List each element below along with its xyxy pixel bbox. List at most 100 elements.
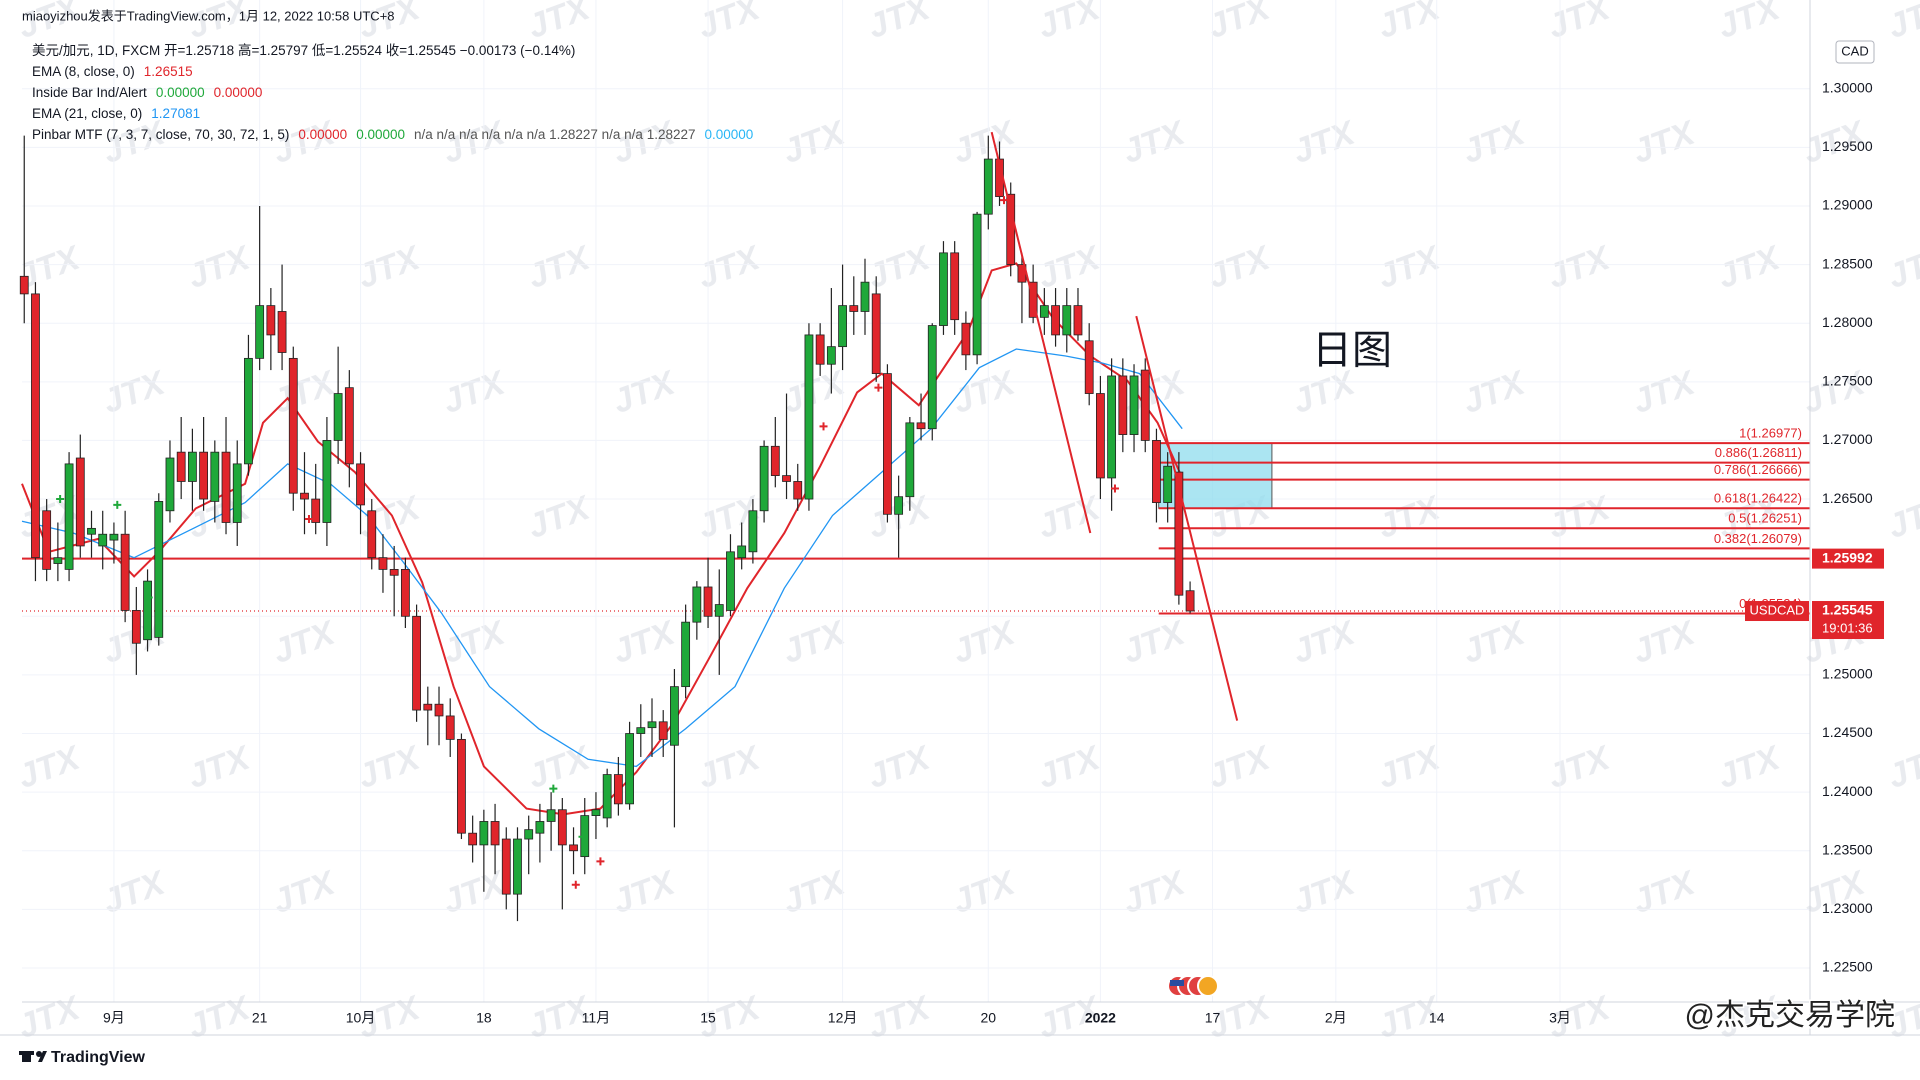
candle-body (591, 809, 601, 816)
legend-item: EMA (21, close, 0) (32, 106, 142, 121)
candle-body (726, 551, 735, 611)
y-tick-label: 1.29500 (1822, 138, 1873, 154)
fib-label: 1(1.26977) (1739, 426, 1802, 441)
candle-body (905, 422, 915, 498)
candle-body (1140, 369, 1150, 441)
candle-body (883, 373, 892, 515)
candle-body (569, 844, 578, 852)
header: miaoyizhou发表于TradingView.com，1月 12, 2022… (22, 8, 395, 23)
x-tick-label: 20 (981, 1010, 997, 1026)
hline-tag (1812, 548, 1884, 569)
candle-body (770, 445, 780, 477)
legend-item: EMA (8, close, 0) (32, 64, 135, 79)
x-tick-label: 15 (700, 1010, 716, 1026)
legend: 美元/加元, 1D, FXCM 开=1.25718 高=1.25797 低=1.… (32, 42, 753, 142)
symbol-tag (1745, 601, 1809, 622)
candle-body (176, 451, 186, 482)
x-tick-label: 3月 (1549, 1010, 1571, 1026)
x-tick-label: 14 (1429, 1010, 1445, 1026)
legend-item: n/a n/a n/a n/a n/a n/a 1.28227 n/a n/a … (414, 127, 696, 142)
countdown: 19:01:36 (1822, 620, 1873, 635)
signal-marker (56, 495, 65, 504)
fib-label: 0.618(1.26422) (1714, 491, 1802, 506)
candle-body (266, 305, 276, 336)
candle-body (165, 457, 175, 512)
candle-body (670, 686, 679, 746)
y-tick-label: 1.23500 (1822, 841, 1873, 857)
currency: CAD (1841, 43, 1868, 58)
candle-body (546, 809, 556, 822)
candle-body (950, 252, 960, 321)
candle-body (300, 492, 309, 500)
legend-item: 0.00000 (705, 127, 754, 142)
candle-body (804, 334, 814, 500)
signal-marker (999, 196, 1008, 205)
legend-item: 0.00000 (156, 85, 205, 100)
candle-body (87, 527, 96, 535)
candle-body (625, 733, 634, 805)
x-tick-label: 11月 (582, 1010, 611, 1026)
candle-body (490, 821, 500, 846)
x-tick-label: 18 (476, 1010, 492, 1026)
candle-body (322, 440, 332, 523)
candle-body (53, 557, 63, 564)
candle-body (737, 545, 747, 559)
candle-body (1107, 375, 1117, 479)
fib-label: 0.886(1.26811) (1715, 445, 1802, 460)
candle-body (378, 557, 388, 570)
candle-body (636, 727, 646, 734)
candle-body (513, 838, 522, 895)
legend-item: 1.27081 (151, 106, 200, 121)
candle-body (524, 829, 534, 840)
candle-body (199, 451, 209, 500)
candle-body (468, 832, 478, 846)
candle-body (42, 510, 52, 570)
candle-body (423, 703, 433, 711)
candle-body (748, 510, 758, 553)
candle-body (1073, 305, 1083, 336)
candle-body (961, 322, 971, 356)
candle-body (557, 809, 567, 846)
fib-label: 0.382(1.26079) (1714, 531, 1802, 546)
fib-label: 0.786(1.26666) (1714, 462, 1802, 477)
candle-body (333, 393, 343, 441)
candle-body (154, 500, 164, 638)
x-tick-label: 9月 (103, 1010, 125, 1026)
legend-item: 1.26515 (144, 64, 193, 79)
axes: 1.30000 1.29500 1.29000 1.28500 1.28000 1.275… (103, 79, 1884, 1026)
candle-body (838, 305, 847, 348)
signal-marker (549, 784, 558, 793)
candle-body (1185, 590, 1195, 612)
legend-item: Inside Bar Ind/Alert (32, 85, 147, 100)
x-tick-label: 12月 (828, 1010, 858, 1026)
y-tick-label: 1.25000 (1822, 666, 1873, 682)
candle-body (187, 451, 197, 482)
currency-box (1835, 40, 1875, 64)
candle-body (445, 715, 455, 740)
candle-body (1152, 440, 1161, 503)
price-tag (1812, 601, 1884, 640)
candle-body (143, 580, 152, 641)
candle-body (98, 533, 108, 547)
legend-line: 美元/加元, 1D, FXCM 开=1.25718 高=1.25797 低=1.… (32, 42, 575, 58)
fib-label: 0.5(1.26251) (1728, 511, 1802, 526)
candle-body (692, 586, 702, 623)
candle-body (1163, 465, 1173, 503)
brand: TradingView (51, 1049, 146, 1066)
candle-body (356, 463, 365, 506)
candle-body (19, 275, 29, 295)
brand-logo (19, 1051, 47, 1062)
candle-body (927, 325, 937, 430)
y-tick-label: 1.24000 (1822, 783, 1873, 799)
event-icons (1167, 975, 1219, 997)
y-tick-label: 1.22500 (1822, 959, 1873, 975)
candle-body (1118, 375, 1128, 435)
candle-body (1129, 375, 1139, 435)
candle-body (849, 305, 859, 312)
y-tick-label: 1.27500 (1822, 373, 1873, 389)
candle-body (826, 346, 836, 365)
x-tick-label: 21 (252, 1010, 268, 1026)
candle-body (367, 510, 377, 559)
